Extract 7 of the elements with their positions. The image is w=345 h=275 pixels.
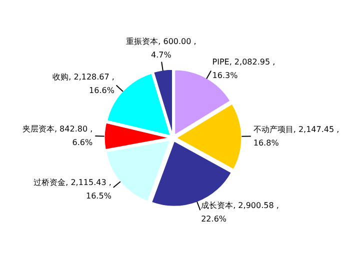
slice-label: 重振资本, 600.00 , 4.7% bbox=[126, 36, 196, 60]
slice-label: 成长资本, 2,900.58 , 22.6% bbox=[201, 201, 279, 224]
slice-label: PIPE, 2,082.95 , 16.3% bbox=[212, 57, 276, 80]
slice-label: 收购, 2,128.67 , 16.6% bbox=[52, 72, 115, 95]
slice-label: 过桥资金, 2,115.43 , 16.5% bbox=[34, 178, 112, 200]
slice-label: 夹层资本, 842.80 , 6.6% bbox=[22, 124, 94, 148]
slice-label: 不动产项目, 2,147.45 , 16.8% bbox=[253, 124, 340, 148]
